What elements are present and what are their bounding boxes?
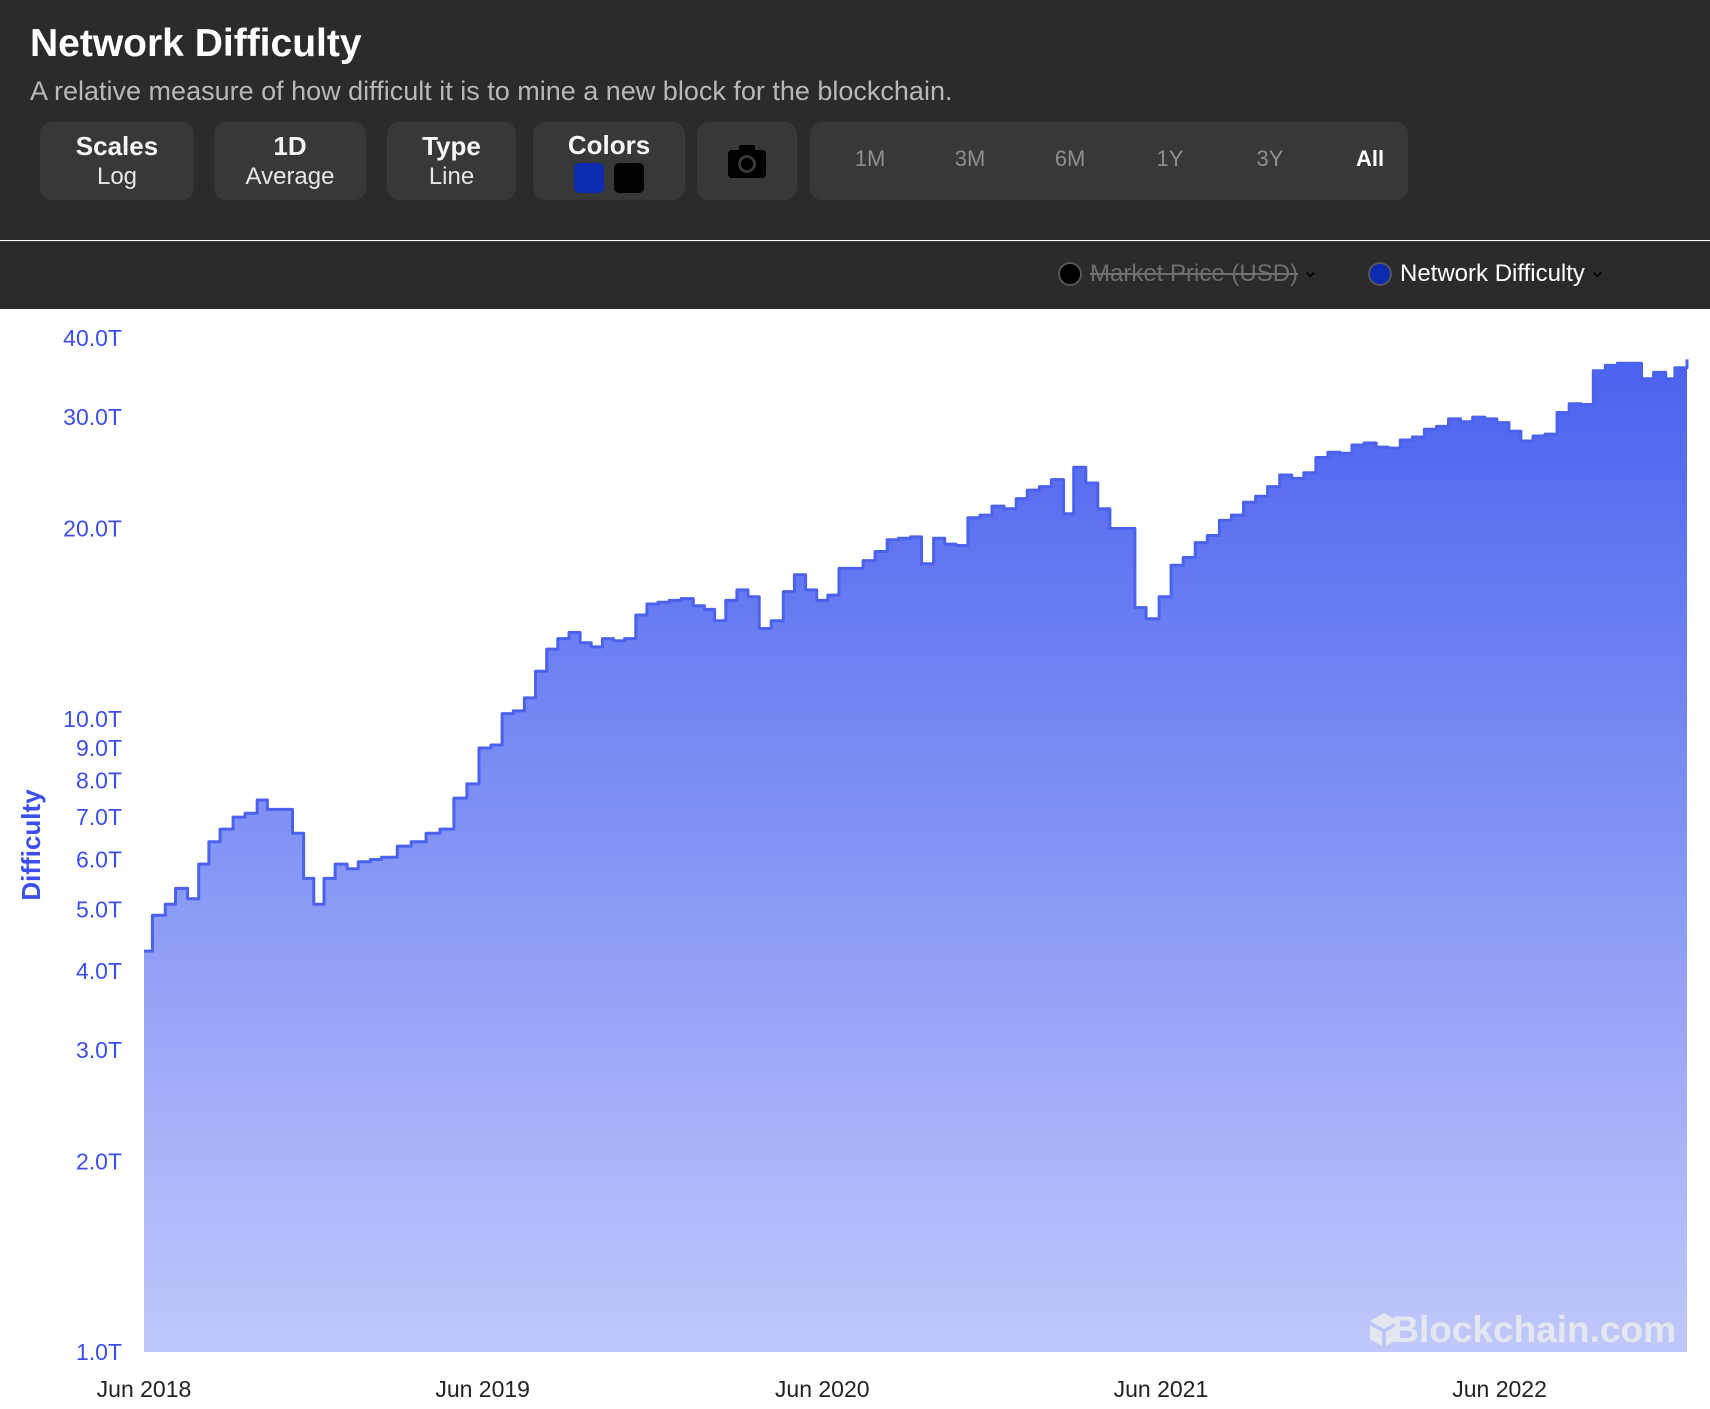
range-3m[interactable]: 3M bbox=[954, 146, 986, 171]
range-1y[interactable]: 1Y bbox=[1156, 146, 1184, 171]
interval-button[interactable]: 1D Average bbox=[214, 122, 366, 200]
header: Network Difficulty A relative measure of… bbox=[0, 0, 1710, 240]
difficulty-chart[interactable]: 1.0T 2.0T 3.0T 4.0T 5.0T 6.0T 7.0T 8.0T 9.0T 10.0… bbox=[0, 308, 1710, 1409]
y-tick-label: 1.0T bbox=[76, 1339, 122, 1365]
chevron-down-icon[interactable]: ⌄ bbox=[1588, 259, 1606, 282]
range-6m[interactable]: 6M bbox=[1054, 146, 1086, 171]
interval-value: Average bbox=[245, 163, 335, 190]
y-tick-label: 8.0T bbox=[76, 767, 122, 793]
difficulty-area bbox=[144, 359, 1687, 1352]
y-tick-label: 30.0T bbox=[63, 404, 122, 430]
y-tick-label: 10.0T bbox=[63, 706, 122, 732]
y-tick-label: 6.0T bbox=[76, 846, 122, 872]
legend-bar: Market Price (USD) ⌄ Network Difficulty … bbox=[0, 241, 1710, 309]
color-swatch-secondary[interactable] bbox=[614, 163, 644, 193]
y-axis-ticks: 1.0T 2.0T 3.0T 4.0T 5.0T 6.0T 7.0T 8.0T 9.0T 10.0… bbox=[63, 325, 122, 1365]
range-1m[interactable]: 1M bbox=[854, 146, 886, 171]
colors-button[interactable]: Colors bbox=[533, 122, 685, 200]
difficulty-line bbox=[144, 359, 1689, 953]
interval-label: 1D bbox=[273, 131, 307, 161]
page-subtitle: A relative measure of how difficult it i… bbox=[30, 76, 953, 106]
blockchain-logo-watermark: Blockchain.com bbox=[1370, 1309, 1676, 1350]
y-tick-label: 7.0T bbox=[76, 804, 122, 830]
camera-icon bbox=[728, 145, 766, 178]
time-range-selector: 1M 3M 6M 1Y 3Y All bbox=[810, 122, 1408, 200]
x-tick-label: Jun 2020 bbox=[775, 1376, 870, 1402]
legend-label-market-price: Market Price (USD) bbox=[1090, 260, 1299, 287]
y-tick-label: 2.0T bbox=[76, 1148, 122, 1174]
x-tick-label: Jun 2019 bbox=[435, 1376, 530, 1402]
x-axis-ticks: Jun 2018 Jun 2019 Jun 2020 Jun 2021 Jun 2022 bbox=[97, 1376, 1547, 1402]
y-tick-label: 9.0T bbox=[76, 735, 122, 761]
screenshot-button[interactable] bbox=[697, 122, 797, 200]
chevron-down-icon[interactable]: ⌄ bbox=[1302, 259, 1319, 282]
colors-label: Colors bbox=[567, 130, 651, 160]
range-3y[interactable]: 3Y bbox=[1256, 146, 1284, 171]
type-value: Line bbox=[428, 163, 475, 190]
color-swatch-primary[interactable] bbox=[574, 163, 604, 193]
type-button[interactable]: Type Line bbox=[387, 122, 516, 200]
range-all[interactable]: All bbox=[1355, 146, 1385, 171]
x-tick-label: Jun 2021 bbox=[1114, 1376, 1209, 1402]
y-tick-label: 3.0T bbox=[76, 1037, 122, 1063]
legend-dot-market-price bbox=[1058, 262, 1082, 286]
x-tick-label: Jun 2022 bbox=[1452, 1376, 1547, 1402]
scales-label: Scales bbox=[75, 131, 159, 161]
scales-button[interactable]: Scales Log bbox=[40, 122, 194, 200]
scales-value: Log bbox=[96, 163, 138, 190]
page-title: Network Difficulty bbox=[30, 22, 362, 65]
blockchain-logo-icon bbox=[1370, 1313, 1398, 1346]
y-tick-label: 20.0T bbox=[63, 516, 122, 542]
legend-label-network-difficulty: Network Difficulty bbox=[1400, 260, 1585, 287]
y-tick-label: 5.0T bbox=[76, 897, 122, 923]
y-axis-label: Difficulty bbox=[16, 789, 46, 901]
type-label: Type bbox=[422, 131, 481, 161]
legend-item-market-price[interactable]: Market Price (USD) ⌄ bbox=[1058, 260, 1319, 288]
y-tick-label: 40.0T bbox=[63, 325, 122, 351]
y-tick-label: 4.0T bbox=[76, 958, 122, 984]
blockchain-watermark: Blockchain.com bbox=[1392, 1309, 1676, 1350]
legend-item-network-difficulty[interactable]: Network Difficulty ⌄ bbox=[1368, 260, 1606, 288]
legend-dot-network-difficulty bbox=[1368, 262, 1392, 286]
x-tick-label: Jun 2018 bbox=[97, 1376, 192, 1402]
